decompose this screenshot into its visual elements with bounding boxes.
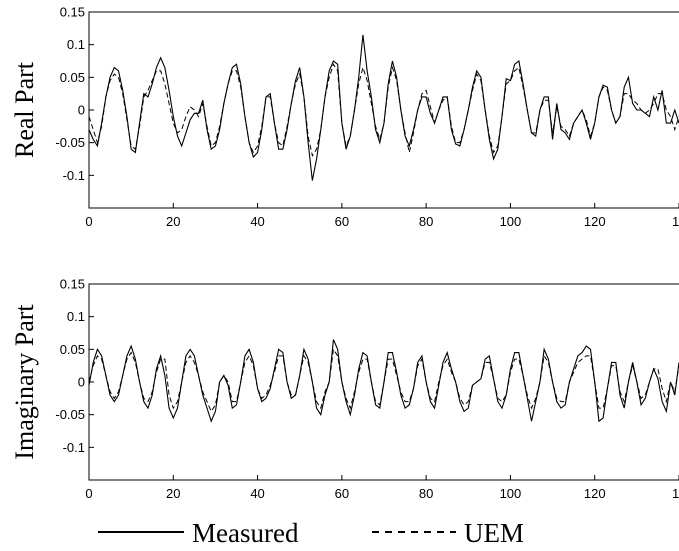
- real-part-plot: Real Part 0.15 0.1 0.05 0 -0.05 -0.1 0 20 40 60 8…: [10, 5, 679, 229]
- y-tick-label: -0.05: [55, 407, 85, 422]
- series-real: [88, 34, 679, 181]
- x-tick-label: 80: [419, 486, 433, 501]
- y-tick-label: -0.1: [63, 168, 85, 183]
- x-tick-label: 0: [85, 214, 92, 229]
- legend-measured-label: Measured: [192, 518, 299, 548]
- y-axis-label-imaginary: Imaginary Part: [10, 304, 39, 460]
- x-tick-label: 20: [166, 486, 180, 501]
- x-ticks-imaginary: 0 20 40 60 80 100 120 1: [85, 475, 679, 501]
- y-tick-label: 0.05: [60, 70, 85, 85]
- y-tick-label: 0.15: [60, 5, 85, 20]
- y-tick-label: -0.1: [63, 440, 85, 455]
- series-line-measured-real: [88, 34, 679, 181]
- y-tick-label: 0.05: [60, 342, 85, 357]
- imaginary-part-plot: Imaginary Part 0.15 0.1 0.05 0 -0.05 -0.1 0 20…: [10, 277, 679, 501]
- y-axis-label-real: Real Part: [10, 61, 39, 158]
- y-tick-label: 0.1: [67, 37, 85, 52]
- x-tick-label: 100: [500, 486, 522, 501]
- legend-uem-label: UEM: [464, 518, 524, 548]
- x-tick-label: 20: [166, 214, 180, 229]
- series-line-uem-real: [88, 63, 679, 158]
- series-line-uem-imaginary: [88, 347, 679, 413]
- x-tick-label: 60: [335, 486, 349, 501]
- y-ticks-imaginary: 0.15 0.1 0.05 0 -0.05 -0.1: [55, 277, 94, 455]
- x-tick-label: 100: [500, 214, 522, 229]
- x-tick-label: 40: [250, 486, 264, 501]
- y-tick-label: 0: [78, 103, 85, 118]
- x-tick-label: 120: [584, 486, 606, 501]
- x-tick-label: 80: [419, 214, 433, 229]
- legend: Measured UEM: [98, 518, 524, 548]
- y-tick-label: 0.1: [67, 309, 85, 324]
- x-tick-label: 60: [335, 214, 349, 229]
- plot-area-real: [88, 11, 679, 209]
- y-ticks-real: 0.15 0.1 0.05 0 -0.05 -0.1: [55, 5, 94, 183]
- x-tick-label: 1: [672, 486, 679, 501]
- y-tick-label: 0: [78, 375, 85, 390]
- y-tick-label: 0.15: [60, 277, 85, 292]
- y-tick-label: -0.05: [55, 135, 85, 150]
- x-tick-label: 40: [250, 214, 264, 229]
- x-tick-label: 1: [672, 214, 679, 229]
- x-tick-label: 120: [584, 214, 606, 229]
- x-ticks-real: 0 20 40 60 80 100 120 1: [85, 203, 679, 229]
- series-imaginary: [88, 339, 679, 423]
- x-tick-label: 0: [85, 486, 92, 501]
